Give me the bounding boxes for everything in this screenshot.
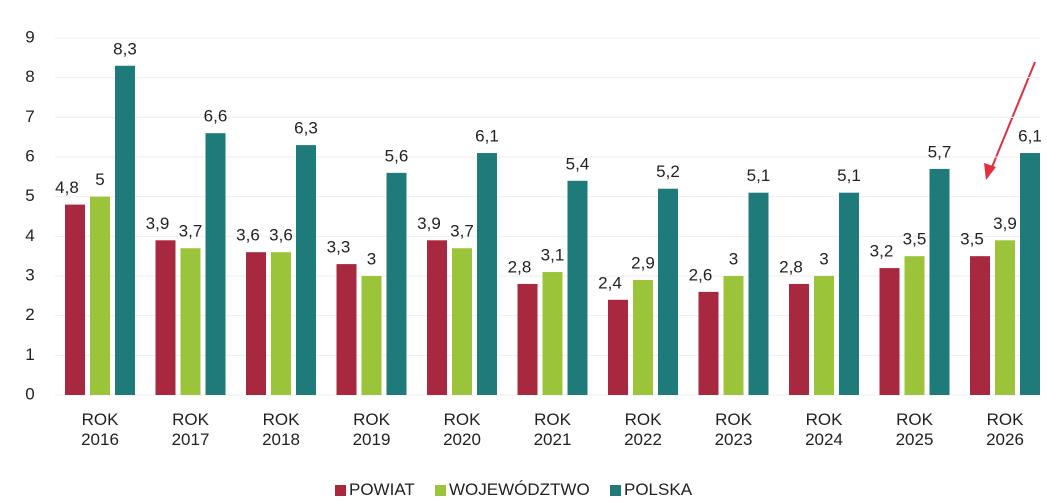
data-label: 2,4 bbox=[598, 273, 622, 292]
data-label: 5,1 bbox=[747, 166, 771, 185]
data-label: 3,7 bbox=[450, 222, 474, 241]
bar bbox=[929, 168, 950, 395]
x-tick-label: ROK 2016 bbox=[81, 410, 119, 449]
data-label: 5 bbox=[95, 170, 104, 189]
legend-label: POLSKA bbox=[624, 480, 693, 499]
data-label: 3,9 bbox=[417, 214, 441, 233]
data-label: 3,3 bbox=[327, 238, 351, 257]
x-tick-label: ROK 2018 bbox=[262, 410, 300, 449]
y-tick-label: 3 bbox=[25, 265, 34, 284]
x-tick-label: ROK 2020 bbox=[443, 410, 481, 449]
annotation-arrow-head bbox=[984, 163, 996, 180]
bar bbox=[542, 272, 563, 395]
data-label: 3,6 bbox=[236, 226, 260, 245]
data-label: 2,8 bbox=[779, 257, 803, 276]
y-tick-label: 4 bbox=[25, 226, 34, 245]
data-label: 6,1 bbox=[475, 127, 499, 146]
data-label: 5,6 bbox=[385, 146, 409, 165]
bar bbox=[90, 196, 110, 395]
data-label: 8,3 bbox=[113, 39, 137, 58]
bar bbox=[336, 264, 357, 395]
data-label: 4,8 bbox=[55, 178, 79, 197]
data-label: 3 bbox=[729, 249, 738, 268]
bar bbox=[427, 240, 447, 395]
bar bbox=[698, 291, 719, 395]
bar bbox=[180, 248, 201, 395]
bar bbox=[477, 153, 497, 395]
data-label: 3,1 bbox=[541, 246, 565, 265]
bar bbox=[386, 172, 407, 395]
x-tick-label: ROK 2025 bbox=[895, 410, 934, 449]
bar bbox=[271, 252, 291, 395]
data-label: 3 bbox=[367, 249, 376, 268]
data-label: 6,6 bbox=[204, 107, 228, 126]
y-tick-label: 7 bbox=[25, 107, 34, 126]
legend-swatch bbox=[335, 484, 346, 496]
bar bbox=[904, 256, 925, 395]
legend-label: WOJEWÓDZTWO bbox=[449, 480, 590, 499]
bar bbox=[155, 240, 176, 395]
legend-label: POWIAT bbox=[349, 480, 415, 499]
x-tick-label: ROK 2026 bbox=[986, 410, 1024, 449]
data-label: 5,1 bbox=[837, 166, 861, 185]
bar bbox=[879, 268, 900, 395]
bar bbox=[814, 276, 834, 395]
data-label: 3 bbox=[819, 249, 828, 268]
data-label: 5,2 bbox=[656, 162, 680, 181]
bar bbox=[296, 145, 316, 395]
data-label: 3,5 bbox=[903, 230, 927, 249]
bar bbox=[65, 204, 85, 395]
y-tick-label: 2 bbox=[25, 305, 34, 324]
data-label: 6,3 bbox=[294, 119, 318, 138]
bar bbox=[205, 133, 226, 395]
x-tick-label: ROK 2019 bbox=[352, 410, 391, 449]
bar bbox=[633, 279, 653, 395]
data-label: 3,6 bbox=[269, 226, 293, 245]
bar bbox=[246, 252, 266, 395]
x-tick-label: ROK 2021 bbox=[533, 410, 572, 449]
y-tick-label: 0 bbox=[25, 384, 34, 403]
data-label: 3,2 bbox=[870, 242, 894, 261]
bar bbox=[789, 283, 809, 395]
x-tick-label: ROK 2024 bbox=[805, 410, 843, 449]
legend-item: POWIAT bbox=[335, 480, 415, 500]
x-tick-label: ROK 2017 bbox=[171, 410, 210, 449]
bar bbox=[995, 240, 1015, 395]
x-tick-label: ROK 2022 bbox=[624, 410, 662, 449]
bar bbox=[658, 188, 678, 395]
bar bbox=[517, 283, 538, 395]
bar bbox=[115, 65, 135, 396]
bar bbox=[839, 192, 859, 395]
data-label: 6,1 bbox=[1018, 127, 1042, 146]
bar bbox=[452, 248, 472, 395]
data-label: 3,5 bbox=[960, 230, 984, 249]
data-label: 5,7 bbox=[928, 142, 952, 161]
y-tick-label: 9 bbox=[25, 27, 34, 46]
data-label: 5,4 bbox=[566, 154, 590, 173]
legend-item: WOJEWÓDZTWO bbox=[435, 480, 590, 500]
legend-item: POLSKA bbox=[610, 480, 692, 500]
y-tick-label: 8 bbox=[25, 67, 34, 86]
bar bbox=[723, 276, 744, 395]
data-label: 3,9 bbox=[993, 214, 1017, 233]
bar bbox=[970, 256, 990, 395]
bar bbox=[608, 299, 628, 395]
bar bbox=[567, 180, 588, 395]
bar bbox=[748, 192, 769, 395]
bar bbox=[1020, 153, 1040, 395]
data-label: 2,9 bbox=[631, 253, 655, 272]
y-tick-label: 5 bbox=[25, 186, 34, 205]
data-label: 3,9 bbox=[146, 214, 170, 233]
legend-swatch bbox=[610, 484, 621, 496]
data-label: 2,6 bbox=[689, 265, 713, 284]
legend-swatch bbox=[435, 484, 446, 496]
data-label: 3,7 bbox=[179, 222, 203, 241]
x-tick-label: ROK 2023 bbox=[714, 410, 753, 449]
data-label: 2,8 bbox=[508, 257, 532, 276]
y-tick-label: 1 bbox=[25, 345, 34, 364]
bar bbox=[361, 276, 382, 395]
y-tick-label: 6 bbox=[25, 146, 34, 165]
